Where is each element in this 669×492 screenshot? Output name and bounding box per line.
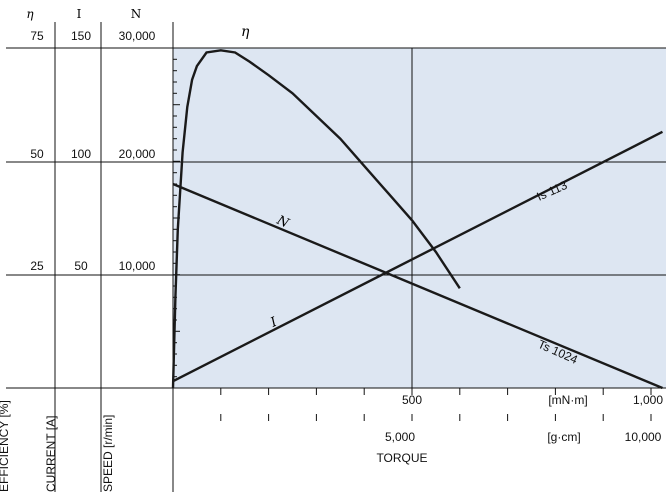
efficiency-axis-symbol: η — [26, 7, 34, 21]
speed-axis-label: SPEED [r/min] — [101, 415, 115, 492]
current-tick-50: 50 — [74, 259, 88, 273]
efficiency-tick-50: 50 — [30, 147, 44, 161]
grid — [6, 22, 666, 492]
efficiency-tick-25: 25 — [30, 259, 44, 273]
current-axis-label: CURRENT [A] — [44, 416, 58, 492]
x-tick-500: 500 — [402, 393, 422, 407]
x-unit-gcm: [g·cm] — [547, 430, 580, 444]
speed-tick-10000: 10,000 — [119, 259, 156, 273]
x-axis-label: TORQUE — [376, 451, 427, 465]
x-tick-1000: 1,000 — [633, 393, 663, 407]
efficiency-tick-75: 75 — [30, 29, 44, 43]
speed-series-line — [172, 182, 663, 390]
x-tick-10000: 10,000 — [625, 430, 662, 444]
speed-tick-20000: 20,000 — [119, 147, 156, 161]
current-axis-symbol: I — [77, 7, 82, 21]
x-minor-ticks — [220, 388, 652, 421]
current-tick-150: 150 — [71, 29, 91, 43]
current-series-line — [172, 130, 664, 383]
x-tick-5000: 5,000 — [385, 430, 415, 444]
efficiency-axis-label: EFFICIENCY [%] — [0, 400, 11, 492]
efficiency-series-label: η — [241, 24, 250, 40]
x-unit-mnm: [mN·m] — [548, 393, 587, 407]
speed-tick-30000: 30,000 — [119, 29, 156, 43]
efficiency-series-line — [171, 49, 461, 389]
current-tick-100: 100 — [71, 147, 91, 161]
plot-area — [173, 48, 666, 388]
speed-axis-symbol: N — [131, 7, 142, 21]
